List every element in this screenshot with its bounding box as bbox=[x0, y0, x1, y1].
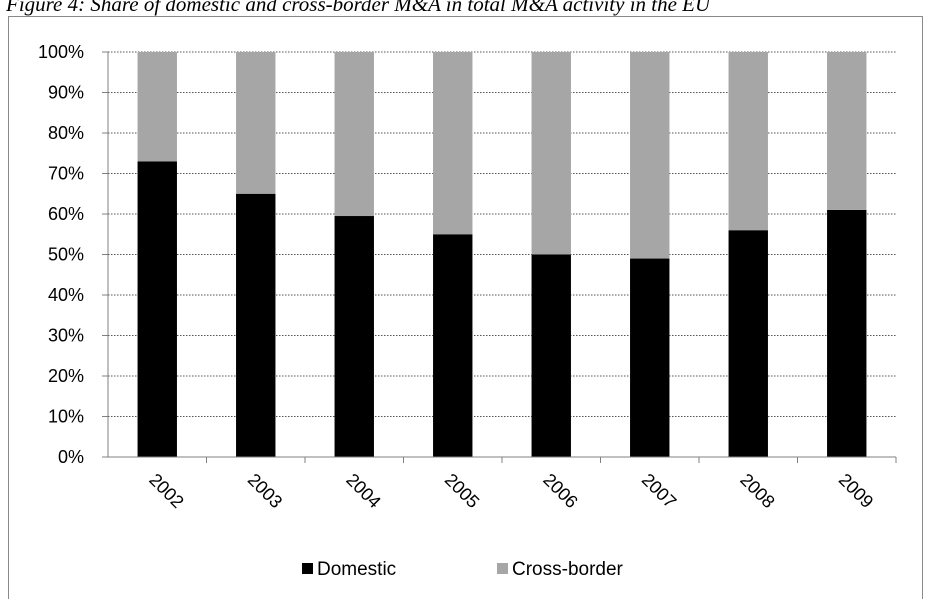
legend-label-domestic: Domestic bbox=[317, 559, 396, 580]
bar-cross-border-2003 bbox=[236, 52, 276, 194]
y-tick-label: 60% bbox=[48, 204, 84, 224]
y-tick-label: 80% bbox=[48, 123, 84, 143]
x-tick-label: 2005 bbox=[441, 470, 483, 512]
bar-cross-border-2007 bbox=[630, 52, 670, 259]
y-tick-label: 0% bbox=[58, 447, 84, 467]
bar-domestic-2004 bbox=[334, 216, 374, 457]
bar-domestic-2008 bbox=[728, 230, 768, 457]
y-tick-label: 100% bbox=[38, 42, 84, 62]
bar-domestic-2009 bbox=[827, 209, 867, 457]
x-tick-label: 2007 bbox=[638, 470, 680, 512]
y-tick-label: 70% bbox=[48, 164, 84, 184]
bar-cross-border-2004 bbox=[334, 52, 374, 217]
bar-cross-border-2005 bbox=[433, 52, 473, 235]
legend-label-cross-border: Cross-border bbox=[512, 559, 624, 580]
y-tick-label: 40% bbox=[48, 285, 84, 305]
bar-cross-border-2008 bbox=[728, 52, 768, 231]
legend: Domestic Cross-border bbox=[302, 559, 624, 580]
x-tick-label: 2008 bbox=[736, 470, 778, 512]
legend-swatch-cross-border bbox=[497, 563, 508, 574]
figure-caption: Figure 4: Share of domestic and cross-bo… bbox=[0, 0, 928, 18]
x-tick-label: 2006 bbox=[539, 470, 581, 512]
y-tick-label: 10% bbox=[48, 407, 84, 427]
bar-domestic-2003 bbox=[236, 193, 276, 457]
x-tick-label: 2004 bbox=[342, 470, 384, 512]
bar-cross-border-2009 bbox=[827, 52, 867, 210]
y-tick-label: 50% bbox=[48, 245, 84, 265]
x-tick-label: 2003 bbox=[244, 470, 286, 512]
x-tick-label: 2002 bbox=[145, 470, 187, 512]
bar-domestic-2002 bbox=[137, 161, 177, 457]
bar-cross-border-2002 bbox=[137, 52, 177, 162]
y-tick-label: 20% bbox=[48, 366, 84, 386]
gridlines bbox=[108, 51, 896, 417]
bar-domestic-2007 bbox=[630, 258, 670, 457]
bar-cross-border-2006 bbox=[531, 52, 571, 255]
figure-caption-text: Figure 4: Share of domestic and cross-bo… bbox=[6, 0, 711, 16]
x-tick-label: 2009 bbox=[835, 470, 877, 512]
bar-domestic-2005 bbox=[433, 234, 473, 457]
legend-swatch-domestic bbox=[302, 563, 313, 574]
bar-domestic-2006 bbox=[531, 254, 571, 457]
bars bbox=[137, 52, 867, 457]
y-tick-label: 90% bbox=[48, 83, 84, 103]
y-tick-label: 30% bbox=[48, 326, 84, 346]
